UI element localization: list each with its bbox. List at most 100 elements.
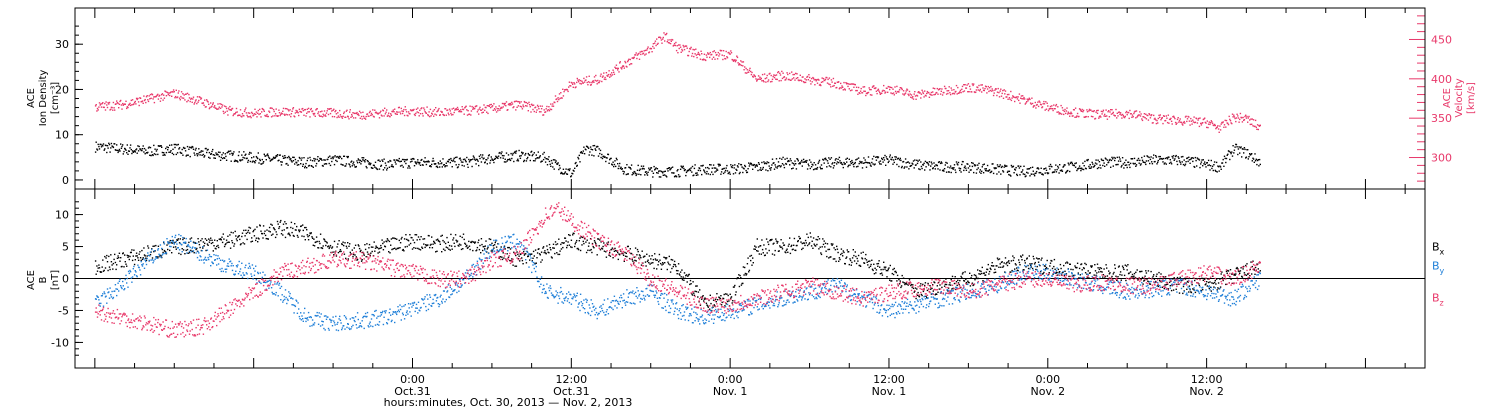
velocity-point [182,93,184,95]
velocity-point [350,116,352,118]
bx-point [488,238,490,240]
velocity-point [1198,117,1200,120]
velocity-point [824,78,827,81]
velocity-point [179,99,181,101]
ion-density-point [369,163,371,166]
velocity-point [699,58,702,60]
bx-point [813,243,815,245]
velocity-point [948,86,950,88]
velocity-point [420,107,422,110]
velocity-point [204,99,206,101]
velocity-point [653,47,655,49]
velocity-point [349,109,351,111]
velocity-point [1108,116,1111,118]
ion-density-point [225,155,227,158]
ion-density-point [454,156,457,159]
velocity-point [969,88,972,90]
velocity-point [651,51,653,53]
ion-density-point [759,167,762,169]
ion-density-point [1217,166,1220,168]
bx-point [328,247,330,250]
bx-point [920,283,922,285]
bx-point [349,251,351,254]
ion-density-point [619,162,621,165]
ion-density-point [934,165,936,167]
velocity-point [949,93,952,96]
bx-point [151,257,154,259]
ion-density-point [804,160,807,162]
velocity-point [210,102,212,104]
ion-density-point [758,163,760,165]
bx-point [757,250,759,252]
velocity-point [253,113,256,115]
bx-point [415,247,417,249]
ion-density-point [376,168,379,171]
ion-density-point [1202,165,1204,167]
velocity-point [986,88,989,90]
bx-point [567,241,569,243]
velocity-point [1206,126,1208,129]
ion-density-point [1101,159,1103,161]
bx-point [210,237,212,239]
bx-point [715,301,717,303]
ion-density-point [1069,170,1071,173]
velocity-point [633,56,635,58]
ion-density-point [1188,159,1191,161]
velocity-point [848,88,850,90]
ion-density-point [705,173,708,175]
bx-point [371,250,373,253]
ion-density-point [1000,166,1003,169]
velocity-point [1211,122,1214,125]
ion-density-point [589,146,592,148]
ion-density-point [1232,145,1234,147]
velocity-point [545,108,547,110]
bx-point [458,243,461,245]
bx-point [789,237,791,239]
ion-density-point [233,160,236,163]
bx-point [376,247,379,249]
ion-density-point [673,172,675,174]
bx-point [294,223,296,225]
ion-density-point [199,154,201,156]
bx-point [383,241,385,243]
bx-point [808,242,811,244]
velocity-point [481,112,483,114]
bx-point [96,270,99,272]
ion-density-point [438,163,440,165]
ion-density-point [215,152,217,154]
ion-density-point [142,145,144,147]
ion-density-point [135,148,138,150]
ion-density-point [330,157,332,160]
bx-point [356,258,359,261]
ion-density-point [887,161,889,164]
ion-density-point [431,160,434,162]
bx-point [401,236,403,239]
velocity-point [832,85,834,87]
velocity-point [290,115,292,118]
velocity-point [730,52,733,54]
velocity-point [945,87,947,90]
velocity-point [248,116,250,118]
bx-point [629,248,631,250]
ion-density-point [1173,159,1175,161]
bx-point [714,298,717,300]
ion-density-point [1211,165,1214,167]
bx-point [892,273,895,276]
velocity-point [1223,126,1225,128]
bx-point [716,299,719,301]
ion-density-point [407,167,409,169]
ion-density-point [116,149,119,152]
ion-density-point [1203,163,1205,165]
bx-point [581,244,583,246]
ion-density-point [736,169,738,171]
ion-density-point [106,145,109,147]
velocity-point [117,102,119,105]
bx-point [962,271,964,274]
bx-point [280,219,282,222]
bx-point [875,269,878,271]
ion-density-point [405,162,407,165]
velocity-point [482,108,484,110]
velocity-point [901,88,903,91]
ion-density-point [802,161,804,163]
ion-density-point [748,162,750,164]
